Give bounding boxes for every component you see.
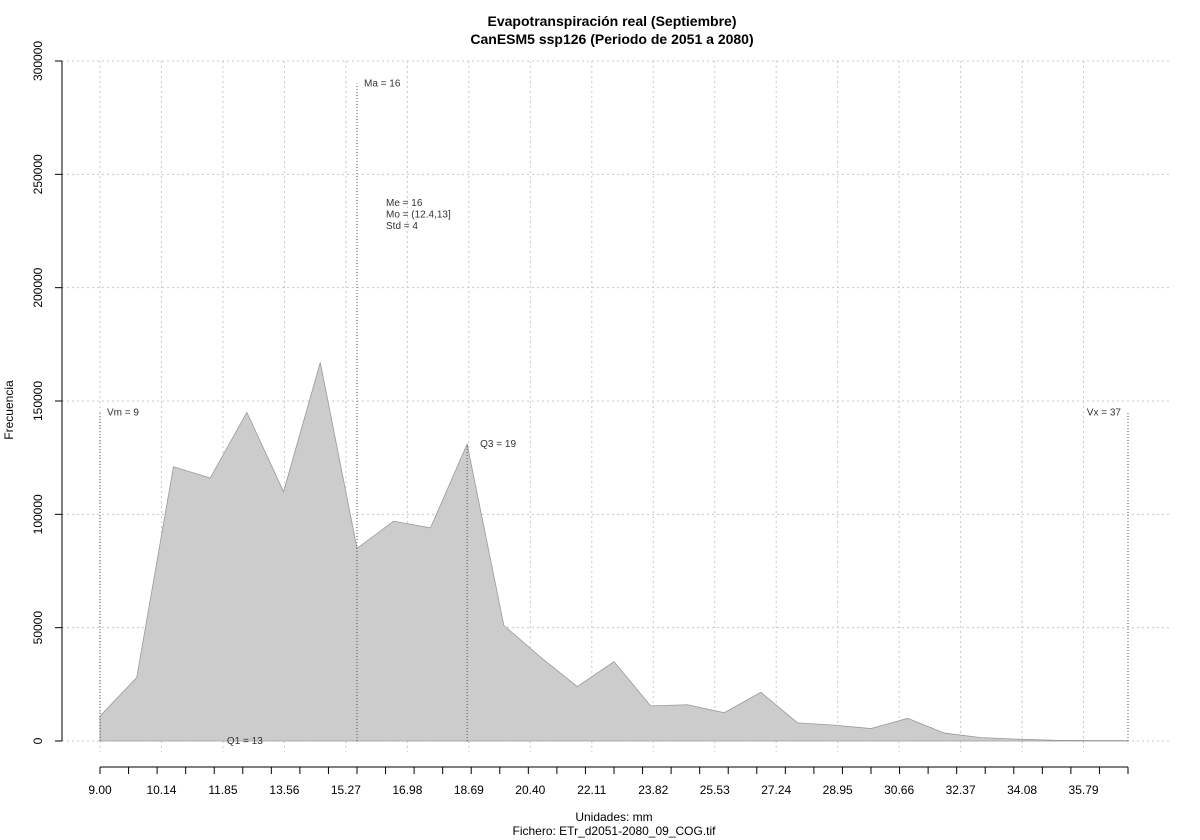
y-tick-label: 50000 <box>31 611 45 645</box>
x-tick-label: 34.08 <box>1007 783 1037 797</box>
annotations: Ma = 16 Vm = 9 Vx = 37 Q3 = 19 Q1 = 13 Me = 1… <box>107 79 1121 747</box>
x-tick-label: 16.98 <box>392 783 422 797</box>
y-tick-label: 300000 <box>31 41 45 81</box>
x-tick-label: 10.14 <box>146 783 176 797</box>
y-tick-label: 0 <box>31 737 45 744</box>
annotation-label: Q3 = 19 <box>480 439 516 450</box>
x-tick-label: 11.85 <box>208 783 237 797</box>
annotation-label: Q1 = 13 <box>227 736 263 747</box>
annotation-label: Ma = 16 <box>364 79 401 90</box>
area-layer <box>99 362 1129 742</box>
annotation-label: Vx = 37 <box>1087 407 1122 418</box>
y-tick-label: 250000 <box>31 154 45 194</box>
x-tick-label: 18.69 <box>454 783 484 797</box>
x-tick-label: 32.37 <box>946 783 976 797</box>
stat-label: Std = 4 <box>386 221 418 232</box>
x-axis-label: Unidades: mm <box>575 810 652 824</box>
caption: Fichero: ETr_d2051-2080_09_COG.tif <box>513 824 717 838</box>
axes: 0 50000 100000 150000 200000 250000 300000 9.00… <box>31 41 1129 797</box>
x-tick-label: 9.00 <box>88 783 112 797</box>
x-tick-label: 35.79 <box>1069 783 1099 797</box>
x-tick-label: 20.40 <box>515 783 545 797</box>
stat-label: Mo = (12.4,13] <box>386 210 451 221</box>
y-tick-label: 200000 <box>31 267 45 307</box>
frequency-area <box>99 362 1129 742</box>
chart-subtitle: CanESM5 ssp126 (Periodo de 2051 a 2080) <box>470 31 753 47</box>
chart-title: Evapotranspiración real (Septiembre) <box>488 13 737 29</box>
x-tick-label: 22.11 <box>577 783 606 797</box>
x-tick-label: 30.66 <box>884 783 914 797</box>
grid <box>62 60 1170 752</box>
x-tick-label: 23.82 <box>638 783 668 797</box>
marker-lines <box>99 83 1129 741</box>
annotation-label: Vm = 9 <box>107 407 139 418</box>
x-tick-label: 13.56 <box>269 783 299 797</box>
x-tick-label: 15.27 <box>331 783 361 797</box>
x-tick-label: 28.95 <box>823 783 853 797</box>
y-axis-label: Frecuencia <box>2 380 16 440</box>
stat-label: Me = 16 <box>386 198 423 209</box>
x-tick-label: 27.24 <box>761 783 791 797</box>
y-tick-label: 150000 <box>31 381 45 421</box>
y-tick-label: 100000 <box>31 494 45 534</box>
x-tick-label: 25.53 <box>700 783 730 797</box>
